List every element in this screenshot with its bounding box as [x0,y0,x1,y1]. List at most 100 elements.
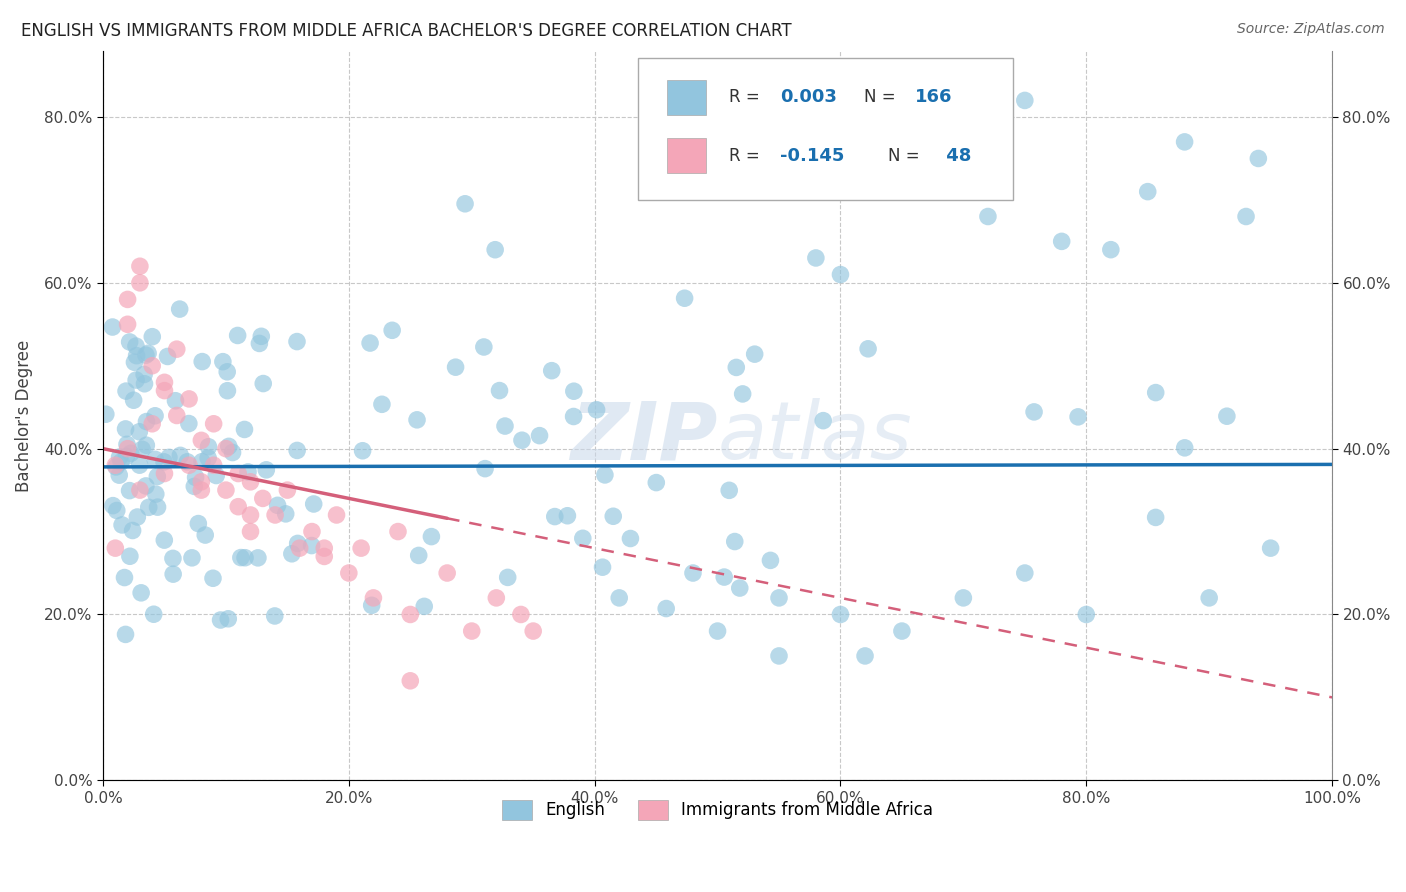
Point [928,177,950,191]
Point [264,508,287,522]
Point [205,468,228,483]
Point [115,384,138,398]
Point [830,268,852,282]
Point [510,434,533,448]
Point [114,422,136,436]
Point [724,534,747,549]
Point [135,479,157,493]
Point [337,566,360,580]
Point [301,539,323,553]
FancyBboxPatch shape [668,80,706,115]
Point [602,509,624,524]
Point [191,354,214,368]
Point [522,624,544,638]
Point [856,342,879,356]
Text: N =: N = [889,147,925,165]
Point [226,467,249,481]
Point [141,359,163,373]
Point [246,550,269,565]
Point [226,500,249,514]
Text: R =: R = [728,147,765,165]
Point [285,443,308,458]
Point [125,349,148,363]
Point [804,251,827,265]
Point [444,360,467,375]
Point [731,387,754,401]
Point [399,607,422,622]
Point [215,442,238,456]
Point [136,346,159,360]
Point [129,483,152,497]
Point [153,376,176,390]
Point [212,354,235,368]
Point [250,329,273,343]
Point [190,434,212,448]
Text: 48: 48 [941,147,972,165]
Point [122,393,145,408]
Point [197,440,219,454]
Point [181,550,204,565]
Point [254,463,277,477]
Point [218,439,240,453]
Point [1050,235,1073,249]
Point [484,243,506,257]
Point [202,417,225,431]
Point [1260,541,1282,556]
Point [226,328,249,343]
Point [485,591,508,605]
Point [592,560,614,574]
Point [141,329,163,343]
Point [436,566,458,580]
Point [157,450,180,465]
Point [236,465,259,479]
Point [143,409,166,423]
Point [129,586,152,600]
Point [115,437,138,451]
Point [562,409,585,424]
Point [197,451,219,466]
Point [399,673,422,688]
Point [406,413,429,427]
FancyBboxPatch shape [668,138,706,173]
Point [108,468,131,483]
Point [146,500,169,515]
Point [101,320,124,334]
Point [153,384,176,398]
Point [209,613,232,627]
Point [728,581,751,595]
Point [830,607,852,622]
Point [352,443,374,458]
Point [1076,607,1098,622]
Text: ENGLISH VS IMMIGRANTS FROM MIDDLE AFRICA BACHELOR'S DEGREE CORRELATION CHART: ENGLISH VS IMMIGRANTS FROM MIDDLE AFRICA… [21,22,792,40]
Point [177,392,200,406]
Point [135,348,157,362]
Point [239,475,262,489]
Point [718,483,741,498]
Point [104,458,127,473]
Point [544,509,567,524]
Point [165,393,187,408]
Y-axis label: Bachelor's Degree: Bachelor's Degree [15,339,32,491]
Point [593,467,616,482]
Point [387,524,409,539]
Point [229,550,252,565]
Point [488,384,510,398]
Point [759,553,782,567]
Point [105,503,128,517]
Point [813,414,835,428]
Point [221,445,243,459]
Point [194,528,217,542]
Point [655,601,678,615]
Point [125,373,148,387]
Point [768,648,790,663]
Point [1174,441,1197,455]
Point [266,499,288,513]
Point [713,570,735,584]
Point [215,483,238,497]
Point [619,532,641,546]
Point [1144,385,1167,400]
Point [217,384,239,398]
Point [363,591,385,605]
Point [281,547,304,561]
Point [127,510,149,524]
